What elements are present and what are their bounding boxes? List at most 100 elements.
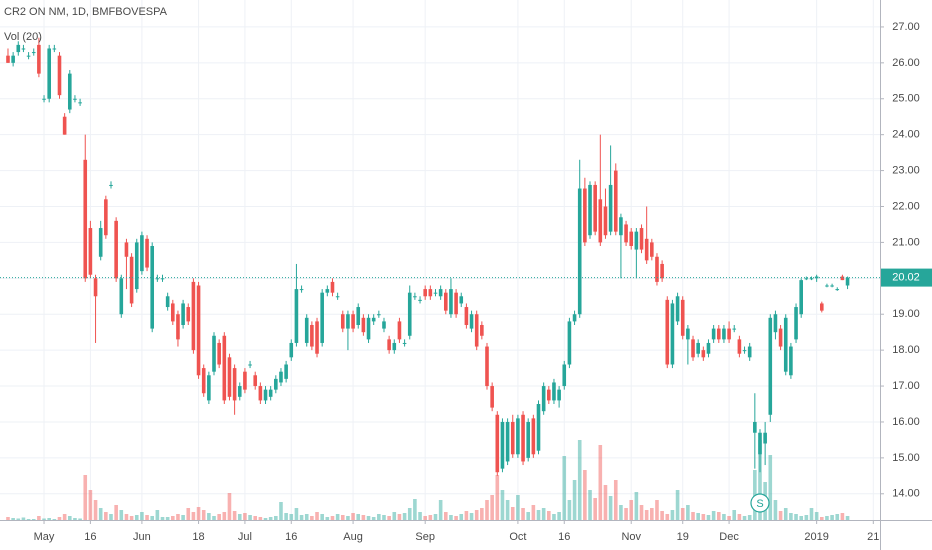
y-tick-label: 27.00 — [892, 21, 920, 33]
candle-body — [377, 314, 381, 316]
candle-body — [248, 364, 252, 366]
volume-bar — [413, 499, 417, 520]
candle-body — [330, 281, 335, 293]
volume-bar — [268, 517, 273, 520]
y-tick-label: 17.00 — [892, 380, 920, 392]
volume-bar — [16, 518, 21, 520]
candle-body — [665, 299, 670, 365]
candle-body — [186, 307, 191, 322]
candle-body — [289, 342, 294, 358]
candle-body — [21, 48, 26, 50]
x-tick-label: Oct — [509, 531, 526, 543]
candle-body — [644, 238, 649, 261]
volume-bar — [402, 513, 407, 520]
volume-bar — [624, 508, 628, 520]
volume-bar — [814, 512, 819, 520]
volume-bar — [577, 440, 582, 520]
candle-body — [825, 285, 829, 287]
volume-bar — [531, 505, 536, 520]
candle-body — [109, 184, 113, 186]
x-tick-label: 19 — [677, 531, 689, 543]
volume-bar — [732, 510, 737, 520]
candle-body — [47, 48, 51, 99]
candle-body — [732, 328, 737, 330]
volume-bar — [804, 515, 809, 520]
x-tick-label: 16 — [558, 531, 570, 543]
volume-bar — [155, 510, 160, 520]
candle-body — [129, 256, 134, 304]
volume-bar — [140, 512, 144, 520]
volume-bar — [613, 480, 618, 520]
x-tick-label: 16 — [84, 531, 96, 543]
candle-body — [675, 296, 680, 322]
volume-bar — [675, 490, 680, 520]
candle-body — [742, 350, 747, 352]
candle-body — [577, 188, 582, 315]
candle-body — [6, 55, 10, 63]
candle-body — [222, 335, 227, 401]
volume-bar — [737, 514, 742, 520]
volume-bar — [701, 514, 706, 520]
volume-bar — [789, 513, 793, 520]
volume-bar — [340, 515, 345, 520]
volume-bar — [490, 495, 494, 520]
candle-body — [418, 299, 422, 301]
volume-bar — [407, 508, 412, 520]
y-tick-label: 24.00 — [892, 129, 920, 141]
volume-bar — [799, 516, 803, 520]
candle-body — [727, 328, 731, 340]
candle-body — [706, 342, 711, 354]
candle-body — [696, 342, 700, 354]
candle-body — [366, 317, 371, 340]
volume-bar — [634, 492, 639, 520]
volume-bar — [825, 516, 829, 520]
volume-bar — [78, 518, 82, 520]
candle-body — [268, 389, 273, 397]
candle-body — [480, 325, 484, 336]
volume-bar — [794, 514, 798, 520]
x-tick-label: Sep — [415, 531, 435, 543]
candle-body — [104, 199, 108, 236]
volume-bar — [258, 517, 263, 520]
candle-body — [845, 277, 850, 286]
volume-bar — [526, 512, 531, 520]
volume-bar — [335, 514, 340, 520]
volume-bar — [294, 508, 299, 520]
volume-bar — [830, 515, 834, 520]
volume-bar — [572, 480, 577, 520]
candle-body — [758, 432, 762, 455]
candle-body — [258, 386, 263, 401]
volume-bar — [237, 514, 242, 520]
candle-body — [237, 386, 242, 397]
volume-bar — [88, 490, 93, 520]
x-tick-label: 16 — [285, 531, 297, 543]
candle-body — [392, 342, 397, 351]
candle-body — [783, 317, 788, 372]
volume-bar — [217, 514, 221, 520]
volume-bar — [315, 512, 319, 520]
x-tick-label: 2019 — [804, 531, 828, 543]
y-tick-label: 19.00 — [892, 308, 920, 320]
candle-body — [114, 220, 118, 279]
volume-bar — [165, 517, 170, 520]
volume-bar — [227, 493, 232, 520]
volume-bar — [47, 518, 51, 520]
volume-bar — [93, 500, 98, 520]
candle-body — [454, 292, 458, 315]
candle-body — [165, 296, 170, 308]
y-tick-label: 14.00 — [892, 488, 920, 500]
y-tick-label: 21.00 — [892, 236, 920, 248]
volume-bar — [469, 513, 474, 520]
candle-body — [413, 296, 417, 298]
candle-body — [660, 263, 664, 279]
candle-body — [325, 289, 330, 293]
candle-body — [716, 328, 721, 340]
candle-body — [629, 231, 634, 246]
volume-bar — [541, 508, 546, 520]
volume-bar — [181, 515, 185, 520]
candle-body — [397, 321, 402, 340]
x-tick-label: Aug — [343, 531, 363, 543]
volume-bar — [196, 507, 201, 520]
volume-bar — [505, 500, 510, 520]
